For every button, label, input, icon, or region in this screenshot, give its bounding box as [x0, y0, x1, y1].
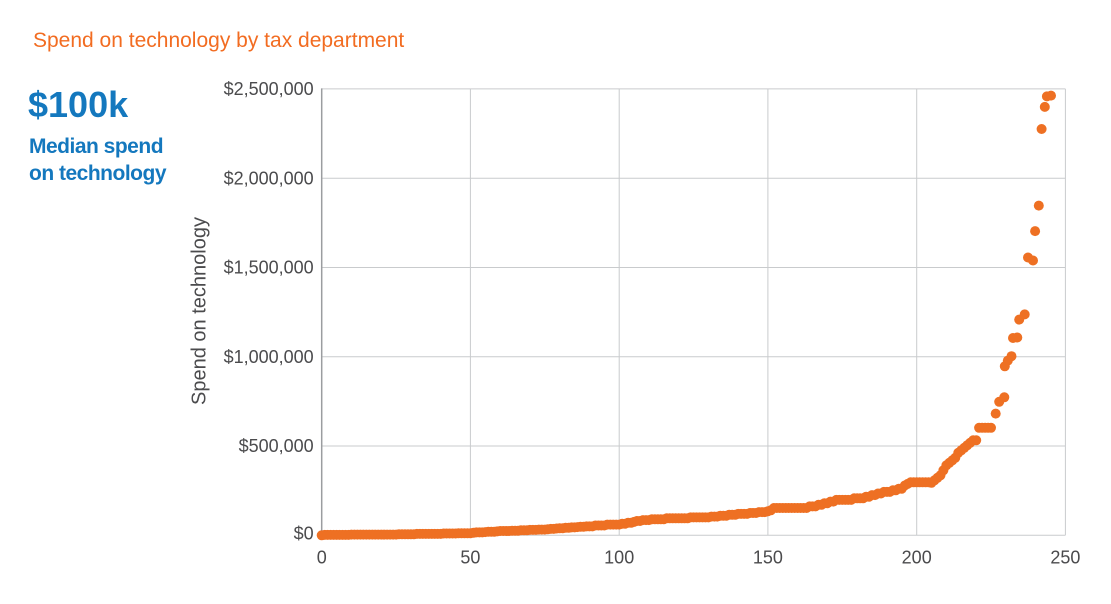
svg-text:200: 200	[902, 547, 932, 567]
svg-text:$0: $0	[294, 523, 314, 543]
svg-text:$1,000,000: $1,000,000	[224, 347, 314, 367]
svg-text:$2,500,000: $2,500,000	[224, 79, 314, 99]
svg-text:$500,000: $500,000	[239, 436, 314, 456]
svg-text:100: 100	[604, 547, 634, 567]
svg-text:50: 50	[460, 547, 480, 567]
svg-text:250: 250	[1050, 547, 1080, 567]
svg-text:150: 150	[753, 547, 783, 567]
svg-text:Spend on technology: Spend on technology	[189, 217, 211, 405]
svg-text:$2,000,000: $2,000,000	[224, 168, 314, 188]
svg-text:0: 0	[317, 547, 327, 567]
svg-text:$1,500,000: $1,500,000	[224, 258, 314, 278]
